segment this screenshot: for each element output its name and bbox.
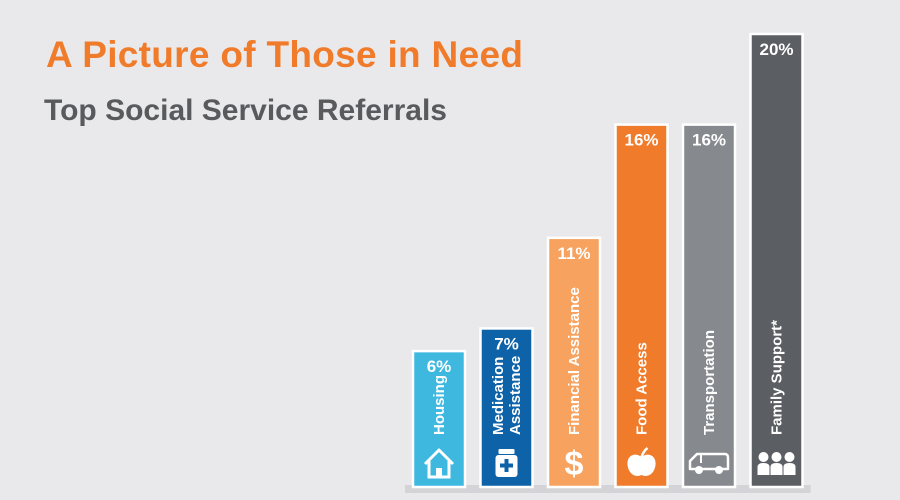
- dollar-icon: $: [565, 445, 584, 483]
- category-label: Housing: [431, 375, 448, 435]
- bar: [546, 236, 602, 489]
- bar: [681, 123, 737, 489]
- category-label: Medication: [490, 357, 507, 435]
- value-label: 16%: [692, 131, 726, 150]
- category-label: Family Support*: [769, 320, 786, 435]
- category-label: Transportation: [701, 330, 718, 435]
- bar-group-2: 11% Financial Assistance $: [546, 236, 602, 489]
- medicine-bottle-icon: [495, 449, 518, 477]
- van-icon: [688, 452, 730, 474]
- bar-group-0: 6%Housing: [411, 349, 467, 489]
- apple-icon: [627, 447, 656, 476]
- value-label: 7%: [494, 334, 519, 353]
- chart-subtitle: Top Social Service Referrals: [44, 94, 447, 127]
- value-label: 20%: [759, 40, 793, 59]
- category-label: Assistance: [507, 356, 524, 435]
- bar-group-3: 16% Food Access: [614, 123, 669, 489]
- bar-group-5: 20% Family Support*: [749, 32, 804, 489]
- chart-floor: [405, 485, 811, 493]
- chart-title: A Picture of Those in Need: [46, 34, 524, 75]
- bar: [749, 32, 804, 489]
- bar: [411, 349, 467, 489]
- category-label: Financial Assistance: [566, 287, 583, 435]
- value-label: 11%: [557, 244, 590, 263]
- category-label: Food Access: [634, 342, 651, 435]
- svg-text:$: $: [565, 445, 584, 483]
- bar-group-1: 7% Medication Assistance: [479, 327, 534, 489]
- value-label: 16%: [624, 131, 658, 150]
- bar-group-4: 16% Transportation: [681, 123, 737, 489]
- bar: [614, 123, 669, 489]
- family-icon: [757, 452, 796, 475]
- value-label: 6%: [427, 357, 452, 376]
- house-icon: [423, 448, 455, 479]
